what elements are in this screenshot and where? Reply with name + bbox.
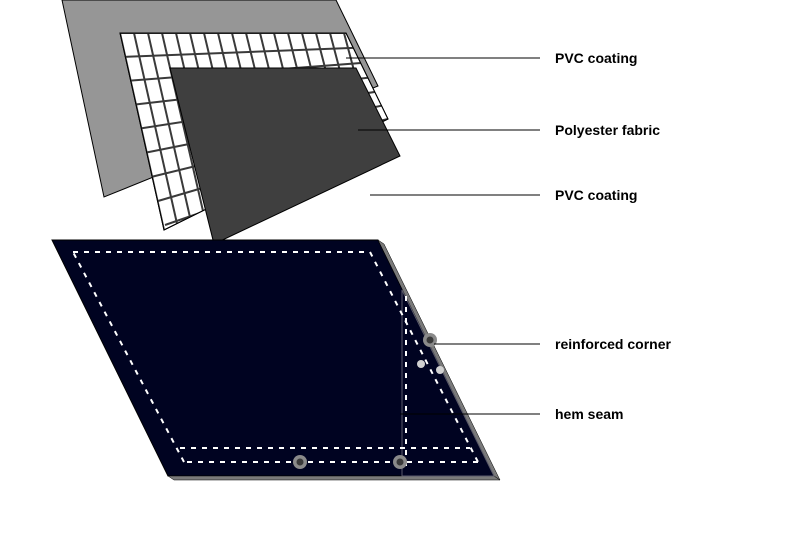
eyelet-corner-icon	[423, 333, 437, 347]
label-layer2: Polyester fabric	[555, 122, 660, 138]
label-corner: reinforced corner	[555, 336, 671, 352]
rivet-dot-icon	[436, 366, 444, 374]
tarp-slab	[52, 240, 500, 480]
label-layer3: PVC coating	[555, 187, 637, 203]
layer-pvc-bottom	[170, 68, 400, 244]
diagram-svg	[0, 0, 800, 533]
eyelet-bottom-icon	[393, 455, 407, 469]
rivet-dot-icon	[417, 360, 425, 368]
eyelet-bottom-icon	[293, 455, 307, 469]
label-layer1: PVC coating	[555, 50, 637, 66]
label-seam: hem seam	[555, 406, 623, 422]
